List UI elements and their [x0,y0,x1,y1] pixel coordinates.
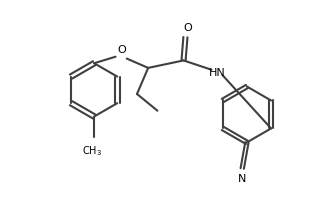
Text: HN: HN [209,69,225,79]
Text: N: N [238,174,246,184]
Text: O: O [118,45,127,55]
Text: CH$_3$: CH$_3$ [82,144,102,158]
Text: O: O [183,23,192,33]
